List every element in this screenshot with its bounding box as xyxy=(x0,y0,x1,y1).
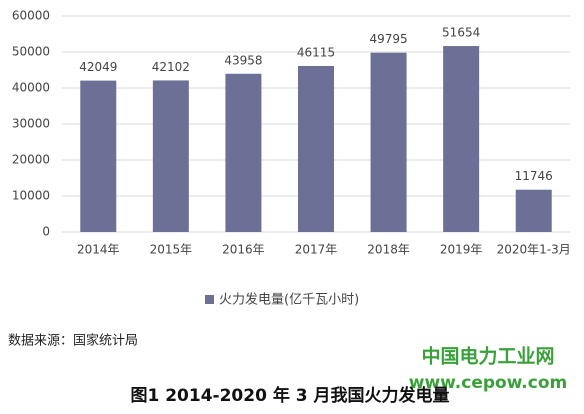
bar xyxy=(515,189,552,232)
data-label: 11746 xyxy=(515,169,553,183)
data-label: 49795 xyxy=(369,32,407,46)
y-tick-label: 0 xyxy=(42,225,50,239)
y-tick-label: 50000 xyxy=(12,45,50,59)
x-tick-label: 2018年 xyxy=(367,243,410,257)
y-tick-label: 20000 xyxy=(12,153,50,167)
data-label: 43958 xyxy=(224,53,262,67)
bar xyxy=(225,73,262,233)
source-note: 数据来源：国家统计局 xyxy=(8,333,138,349)
data-label: 46115 xyxy=(297,45,335,59)
chart-title: 图1 2014-2020 年 3 月我国火力发电量 xyxy=(130,385,449,406)
bar xyxy=(370,52,407,232)
data-label: 51654 xyxy=(442,26,480,40)
x-tick-label: 2017年 xyxy=(295,243,338,257)
y-tick-label: 40000 xyxy=(12,81,50,95)
x-tick-label: 2019年 xyxy=(440,243,483,257)
legend-swatch xyxy=(205,295,214,304)
bar xyxy=(80,80,117,232)
data-label: 42102 xyxy=(152,60,190,74)
x-tick-label: 2015年 xyxy=(150,243,193,257)
legend-label: 火力发电量(亿千瓦小时) xyxy=(219,292,359,308)
y-tick-label: 60000 xyxy=(12,9,50,23)
data-label: 42049 xyxy=(79,60,117,74)
bar xyxy=(298,65,334,233)
bar xyxy=(152,80,189,232)
y-tick-label: 30000 xyxy=(12,117,50,131)
bar xyxy=(443,46,480,233)
y-tick-label: 10000 xyxy=(12,189,50,203)
x-tick-label: 2020年1-3月 xyxy=(497,243,571,257)
x-tick-label: 2016年 xyxy=(222,243,265,257)
watermark: 中国电力工业网 xyxy=(421,345,554,368)
x-tick-label: 2014年 xyxy=(77,243,120,257)
watermark: www.cepow.com xyxy=(409,373,568,393)
